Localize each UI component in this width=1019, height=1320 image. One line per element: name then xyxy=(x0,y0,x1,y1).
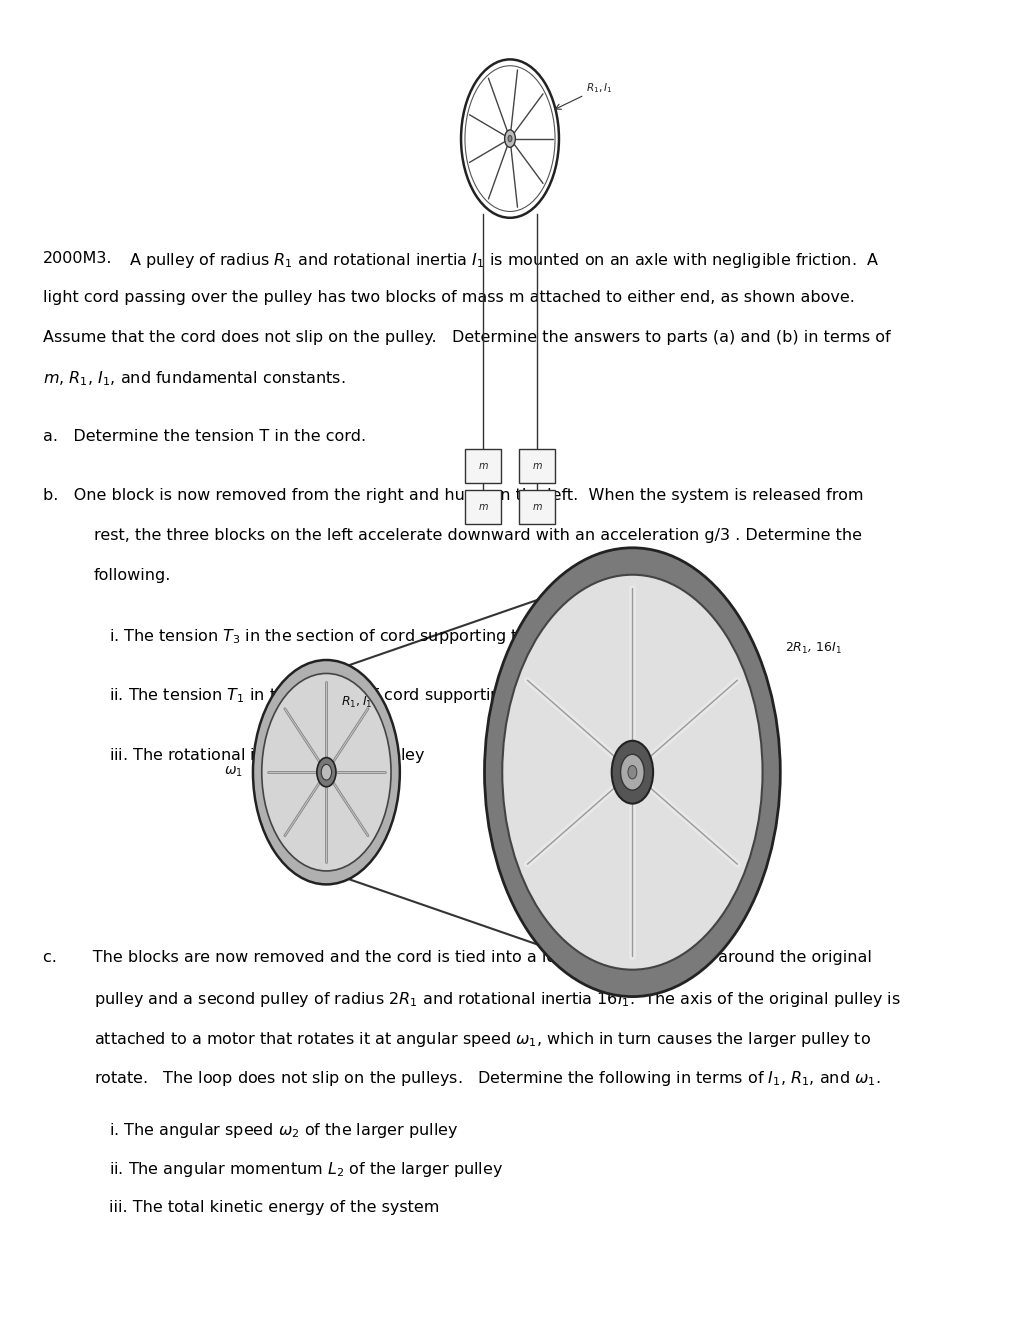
Text: A pulley of radius $R_1$ and rotational inertia $I_1$ is mounted on an axle with: A pulley of radius $R_1$ and rotational … xyxy=(119,251,878,269)
Text: iii. The total kinetic energy of the system: iii. The total kinetic energy of the sys… xyxy=(109,1200,439,1214)
Text: iii. The rotational inertia $I_1$ of the pulley: iii. The rotational inertia $I_1$ of the… xyxy=(109,746,425,764)
Text: $2R_1$, $16I_1$: $2R_1$, $16I_1$ xyxy=(785,642,842,656)
Text: light cord passing over the pulley has two blocks of mass m attached to either e: light cord passing over the pulley has t… xyxy=(43,290,854,305)
Text: rotate.   The loop does not slip on the pulleys.   Determine the following in te: rotate. The loop does not slip on the pu… xyxy=(94,1069,879,1088)
Text: a.   Determine the tension T in the cord.: a. Determine the tension T in the cord. xyxy=(43,429,366,444)
Text: i. The tension $T_3$ in the section of cord supporting the three blocks on the l: i. The tension $T_3$ in the section of c… xyxy=(109,627,730,645)
Ellipse shape xyxy=(628,766,636,779)
Bar xyxy=(465,449,501,483)
Bar xyxy=(518,449,554,483)
Ellipse shape xyxy=(504,129,515,148)
Ellipse shape xyxy=(507,136,512,141)
Text: b.   One block is now removed from the right and hung on the left.  When the sys: b. One block is now removed from the rig… xyxy=(43,488,862,503)
Ellipse shape xyxy=(620,754,644,791)
Ellipse shape xyxy=(317,758,335,787)
Ellipse shape xyxy=(321,764,331,780)
Bar xyxy=(518,490,554,524)
Text: $\omega_1$: $\omega_1$ xyxy=(224,766,243,779)
Text: c.       The blocks are now removed and the cord is tied into a loop, which is p: c. The blocks are now removed and the co… xyxy=(43,950,871,965)
Text: m: m xyxy=(478,461,487,471)
Text: 2000M3.: 2000M3. xyxy=(43,251,112,265)
Text: m: m xyxy=(478,502,487,512)
Ellipse shape xyxy=(253,660,399,884)
Ellipse shape xyxy=(484,548,780,997)
Text: pulley and a second pulley of radius $2R_1$ and rotational inertia $16I_1$.  The: pulley and a second pulley of radius $2R… xyxy=(94,990,900,1008)
Text: rest, the three blocks on the left accelerate downward with an acceleration g/3 : rest, the three blocks on the left accel… xyxy=(94,528,861,543)
Text: i. The angular speed $\omega_2$ of the larger pulley: i. The angular speed $\omega_2$ of the l… xyxy=(109,1121,459,1139)
Text: m: m xyxy=(532,502,541,512)
Ellipse shape xyxy=(611,741,652,804)
Ellipse shape xyxy=(501,574,762,970)
Text: $R_1, I_1$: $R_1, I_1$ xyxy=(340,696,372,710)
Text: attached to a motor that rotates it at angular speed $\omega_1$, which in turn c: attached to a motor that rotates it at a… xyxy=(94,1030,870,1048)
Text: $m$, $R_1$, $I_1$, and fundamental constants.: $m$, $R_1$, $I_1$, and fundamental const… xyxy=(43,370,345,388)
Text: ii. The angular momentum $L_2$ of the larger pulley: ii. The angular momentum $L_2$ of the la… xyxy=(109,1160,502,1179)
Text: following.: following. xyxy=(94,568,171,582)
Text: ii. The tension $T_1$ in the section of cord supporting the single block on the : ii. The tension $T_1$ in the section of … xyxy=(109,686,742,705)
Ellipse shape xyxy=(262,673,390,871)
Text: Assume that the cord does not slip on the pulley.   Determine the answers to par: Assume that the cord does not slip on th… xyxy=(43,330,890,345)
Text: m: m xyxy=(532,461,541,471)
Bar xyxy=(465,490,501,524)
Text: $R_1, I_1$: $R_1, I_1$ xyxy=(586,82,612,95)
